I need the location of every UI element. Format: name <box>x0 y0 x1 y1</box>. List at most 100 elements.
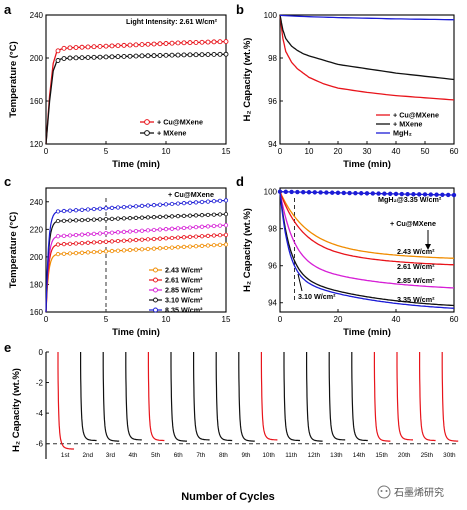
data-point <box>169 245 175 250</box>
panel-b-chart: 0 10 20 30 40 50 60 94 96 98 100 Time (min) H₂ Capac… <box>242 11 459 170</box>
data-point <box>91 206 97 212</box>
data-point <box>181 244 187 249</box>
series-label: 2.61 W/cm² <box>397 262 435 271</box>
series-label: 2.43 W/cm² <box>397 247 435 256</box>
data-point <box>103 249 109 254</box>
legend-label: 3.10 W/cm² <box>165 296 203 305</box>
legend-label: 2.85 W/cm² <box>165 286 203 295</box>
data-point <box>139 215 145 220</box>
data-point <box>79 44 85 50</box>
panel-label-a: a <box>4 2 12 17</box>
data-point <box>151 53 157 59</box>
legend-marker <box>153 267 158 273</box>
data-point <box>97 54 103 60</box>
x-tick-label: 60 <box>450 147 459 156</box>
x-tick-label: 10 <box>305 147 314 156</box>
data-point <box>151 41 157 47</box>
cycle-label: 2nd <box>82 452 93 459</box>
data-point <box>211 39 217 45</box>
y-tick-label: 96 <box>268 262 277 271</box>
data-point <box>205 52 211 58</box>
data-point <box>199 234 205 239</box>
data-point <box>187 225 193 230</box>
data-point <box>109 248 115 254</box>
data-point <box>79 55 85 61</box>
legend-marker <box>153 297 158 303</box>
data-point <box>175 40 181 46</box>
panel-e-chart: 0 -2 -4 -6 H₂ Capacity (wt.%) Number of Cycle… <box>11 348 459 503</box>
data-point <box>133 229 139 234</box>
y-axis-label: H₂ Capacity (wt.%) <box>11 368 22 452</box>
data-point <box>139 53 145 59</box>
annotation: 3.10 W/cm² <box>298 292 336 301</box>
y-tick-label: -6 <box>36 440 44 449</box>
data-point <box>199 243 205 248</box>
data-point <box>61 45 67 51</box>
data-point <box>157 41 163 47</box>
y-tick-label: 94 <box>268 299 277 308</box>
cycle-label: 12th <box>308 452 321 459</box>
annotation: + Cu@MXene <box>390 219 436 228</box>
data-point <box>382 191 387 196</box>
data-point <box>139 228 145 233</box>
y-tick-label: 180 <box>30 280 44 289</box>
cycle-label: 3rd <box>106 452 116 459</box>
cycle-label: 9th <box>242 452 251 459</box>
data-point <box>85 232 91 237</box>
y-axis-label: H₂ Capacity (wt.%) <box>242 38 253 122</box>
annotation: + Cu@MXene <box>168 190 214 199</box>
data-point <box>388 191 393 197</box>
data-point <box>139 237 145 242</box>
y-tick-label: 98 <box>268 54 277 63</box>
data-point <box>211 52 217 57</box>
data-point <box>169 214 175 219</box>
data-point <box>133 237 139 243</box>
data-point <box>157 53 163 58</box>
data-point <box>199 52 205 58</box>
data-point <box>85 55 91 60</box>
data-point <box>109 54 115 60</box>
data-point <box>157 214 163 219</box>
y-tick-label: 160 <box>30 97 44 106</box>
data-point <box>417 192 422 197</box>
data-point <box>145 237 151 242</box>
data-point <box>145 41 151 47</box>
legend-label: + Cu@MXene <box>157 118 203 127</box>
y-tick-label: 96 <box>268 97 277 106</box>
series-line <box>45 53 227 145</box>
y-tick-label: 220 <box>30 225 44 234</box>
data-point <box>145 228 151 233</box>
x-tick-label: 0 <box>278 147 283 156</box>
panel-c-chart: 0 5 10 15 160 180 200 220 240 Time (min) Temperatu… <box>8 187 231 338</box>
series-line <box>279 14 455 101</box>
data-point <box>205 199 211 204</box>
y-tick-label: 94 <box>268 140 277 149</box>
data-point <box>324 190 329 195</box>
data-point <box>163 227 169 232</box>
data-point <box>175 201 181 206</box>
data-point <box>139 42 145 48</box>
data-point <box>127 247 133 253</box>
data-point <box>163 236 169 241</box>
cycle-label: 30th <box>443 452 456 459</box>
data-point <box>85 250 91 255</box>
data-point <box>109 230 115 235</box>
data-point <box>187 40 193 46</box>
data-point <box>61 56 67 61</box>
panel-a-chart: 0 5 10 15 120 160 200 240 Time (min) Temperature … <box>8 11 231 170</box>
data-point <box>223 198 229 203</box>
data-point <box>73 251 79 256</box>
cycle-label: 7th <box>196 452 205 459</box>
data-point <box>121 229 127 234</box>
panel-label-b: b <box>236 2 244 17</box>
legend-label: + MXene <box>393 120 422 129</box>
data-point <box>151 246 157 251</box>
data-point <box>217 39 223 45</box>
x-axis-label: Number of Cycles <box>181 491 275 503</box>
data-point <box>175 245 181 250</box>
series-line <box>279 191 455 307</box>
data-point <box>85 44 91 50</box>
data-point <box>451 192 457 198</box>
legend-label: + Cu@MXene <box>393 111 439 120</box>
legend-marker <box>153 307 158 313</box>
